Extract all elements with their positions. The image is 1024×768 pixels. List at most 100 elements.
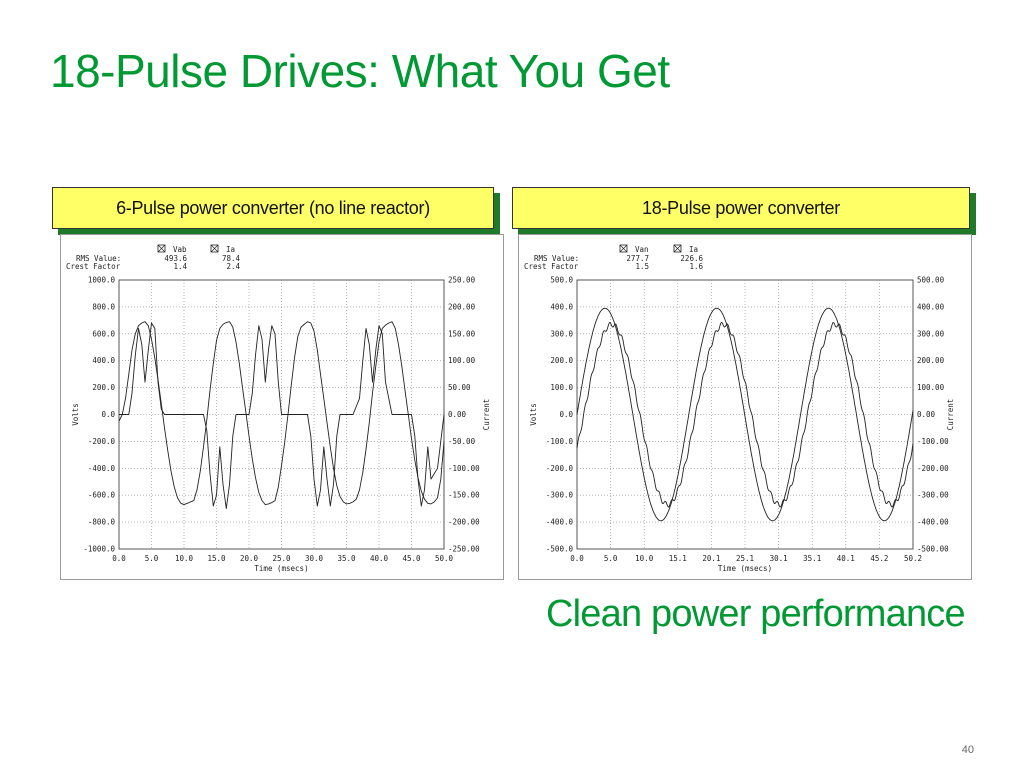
x-tick-label: 15.1 <box>669 554 687 563</box>
x-tick-label: 50.2 <box>904 554 922 563</box>
y2-tick-label: 150.00 <box>448 329 476 338</box>
y2-tick-label: 50.00 <box>448 383 471 392</box>
x-tick-label: 40.1 <box>837 554 855 563</box>
x-tick-label: 45.0 <box>402 554 421 563</box>
y2-tick-label: 100.00 <box>917 383 945 392</box>
legend-check-mark <box>619 244 628 253</box>
legend-checkbox-van <box>619 244 628 253</box>
y-tick-label: -400.0 <box>88 464 116 473</box>
y-tick-label: 400.0 <box>550 302 573 311</box>
y-tick-label: 200.0 <box>550 356 573 365</box>
x-tick-label: 30.0 <box>305 554 324 563</box>
y-axis-label: Volts <box>71 403 80 426</box>
y2-tick-label: 200.00 <box>917 356 945 365</box>
y2-tick-label: 0.00 <box>917 410 936 419</box>
rms-value-van: 277.7 <box>626 254 649 263</box>
legend-check-mark <box>210 244 219 253</box>
tagline: Clean power performance <box>546 593 966 635</box>
legend-name-vab: Vab <box>173 245 187 254</box>
crest-value-van: 1.5 <box>635 262 649 271</box>
y-tick-label: 500.0 <box>550 276 573 285</box>
y2-tick-label: 0.00 <box>448 410 467 419</box>
legend-checkbox-ia <box>673 244 682 253</box>
x-axis-label: Time (msecs) <box>718 564 772 573</box>
y2-tick-label: -100.00 <box>448 464 480 473</box>
rms-label: RMS Value: <box>534 254 579 263</box>
chart-6-pulse-svg: RMS Value:Crest FactorVab493.61.4Ia78.42… <box>66 244 491 573</box>
x-tick-label: 5.0 <box>604 554 618 563</box>
y-tick-label: -600.0 <box>88 491 116 500</box>
y-axis-label: Volts <box>529 403 538 426</box>
y-tick-label: 200.0 <box>92 383 115 392</box>
x-tick-label: 35.1 <box>803 554 821 563</box>
legend-check-mark <box>157 244 166 253</box>
legend-name-ia: Ia <box>689 245 698 254</box>
series-line-vab <box>118 321 445 506</box>
y-tick-label: 800.0 <box>92 302 115 311</box>
legend-name-ia: Ia <box>226 245 235 254</box>
rms-value-vab: 493.6 <box>164 254 187 263</box>
crest-value-vab: 1.4 <box>173 262 187 271</box>
series-line-ia <box>119 322 445 510</box>
y2-tick-label: 300.00 <box>917 329 945 338</box>
chart-6-pulse: RMS Value: Crest Factor Vab 493.6 1.4 Ia 78.4 2… <box>60 234 504 580</box>
y2-tick-label: -200.00 <box>448 518 480 527</box>
series-line-van <box>576 307 914 522</box>
y-tick-label: -1000.0 <box>83 545 115 554</box>
x-tick-label: 0.0 <box>570 554 584 563</box>
y2-tick-label: -400.00 <box>917 518 949 527</box>
y2-tick-label: 500.00 <box>917 276 945 285</box>
x-tick-label: 10.0 <box>175 554 194 563</box>
legend-check-mark <box>673 244 682 253</box>
slide-title: 18-Pulse Drives: What You Get <box>50 45 670 97</box>
y-tick-label: -200.0 <box>546 464 574 473</box>
legend-name-van: Van <box>635 245 649 254</box>
x-tick-label: 25.1 <box>736 554 754 563</box>
x-tick-label: 15.0 <box>207 554 226 563</box>
y2-tick-label: -250.00 <box>448 545 480 554</box>
y2-tick-label: -100.00 <box>917 437 949 446</box>
y2-tick-label: -50.00 <box>448 437 476 446</box>
y2-tick-label: -300.00 <box>917 491 949 500</box>
y-tick-label: -500.0 <box>546 545 574 554</box>
x-tick-label: 20.1 <box>702 554 720 563</box>
y-tick-label: 1000.0 <box>88 276 116 285</box>
x-tick-label: 35.0 <box>337 554 356 563</box>
x-tick-label: 20.0 <box>240 554 259 563</box>
x-tick-label: 5.0 <box>145 554 159 563</box>
crest-label: Crest Factor <box>524 262 579 271</box>
y-tick-label: 100.0 <box>550 383 573 392</box>
x-tick-label: 40.0 <box>370 554 389 563</box>
y2-tick-label: -150.00 <box>448 491 480 500</box>
y2-tick-label: 200.00 <box>448 302 476 311</box>
series-line-ia <box>576 321 914 508</box>
x-tick-label: 50.0 <box>435 554 454 563</box>
y-tick-label: -200.0 <box>88 437 116 446</box>
y-tick-label: -300.0 <box>546 491 574 500</box>
legend-checkbox-ia <box>210 244 219 253</box>
x-axis-label: Time (msecs) <box>254 564 308 573</box>
y2-tick-label: -200.00 <box>917 464 949 473</box>
y-tick-label: 300.0 <box>550 329 573 338</box>
rms-value-ia: 226.6 <box>680 254 703 263</box>
x-tick-label: 0.0 <box>112 554 126 563</box>
x-tick-label: 10.0 <box>635 554 654 563</box>
page-number: 40 <box>961 744 974 756</box>
x-tick-label: 30.1 <box>770 554 788 563</box>
panel-label-18-pulse: 18-Pulse power converter <box>512 187 970 229</box>
panel-label-6-pulse: 6-Pulse power converter (no line reactor… <box>52 187 494 229</box>
x-tick-label: 45.2 <box>870 554 888 563</box>
x-tick-label: 25.0 <box>272 554 291 563</box>
y-tick-label: -100.0 <box>546 437 574 446</box>
y-tick-label: -400.0 <box>546 518 574 527</box>
y-tick-label: -800.0 <box>88 518 116 527</box>
y-tick-label: 0.0 <box>559 410 573 419</box>
rms-label: RMS Value: <box>76 254 121 263</box>
rms-value-ia: 78.4 <box>222 254 241 263</box>
y2-tick-label: 250.00 <box>448 276 476 285</box>
y2-axis-label: Current <box>482 399 491 431</box>
y2-tick-label: 400.00 <box>917 302 945 311</box>
crest-value-ia: 2.4 <box>226 262 240 271</box>
